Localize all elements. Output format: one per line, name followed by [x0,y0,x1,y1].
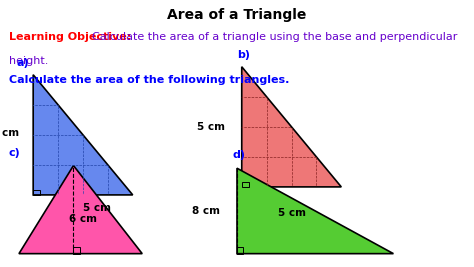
Text: height.: height. [9,56,49,66]
Polygon shape [33,75,133,195]
Text: 4 cm: 4 cm [0,128,19,139]
Polygon shape [19,166,142,254]
Text: 8 cm: 8 cm [192,206,220,216]
Text: 5 cm: 5 cm [197,122,225,132]
Text: 5 cm: 5 cm [83,203,111,213]
Polygon shape [237,168,393,254]
Text: Learning Objective:: Learning Objective: [9,32,132,42]
Text: c): c) [9,148,20,158]
Text: d): d) [232,150,245,160]
Text: 5 cm: 5 cm [277,208,306,218]
Text: a): a) [17,58,29,68]
Text: b): b) [237,50,250,60]
Text: Calculate the area of the following triangles.: Calculate the area of the following tria… [9,75,290,85]
Text: Area of a Triangle: Area of a Triangle [167,8,307,22]
Text: Calculate the area of a triangle using the base and perpendicular: Calculate the area of a triangle using t… [92,32,458,42]
Polygon shape [242,67,341,187]
Text: 6 cm: 6 cm [69,214,97,223]
